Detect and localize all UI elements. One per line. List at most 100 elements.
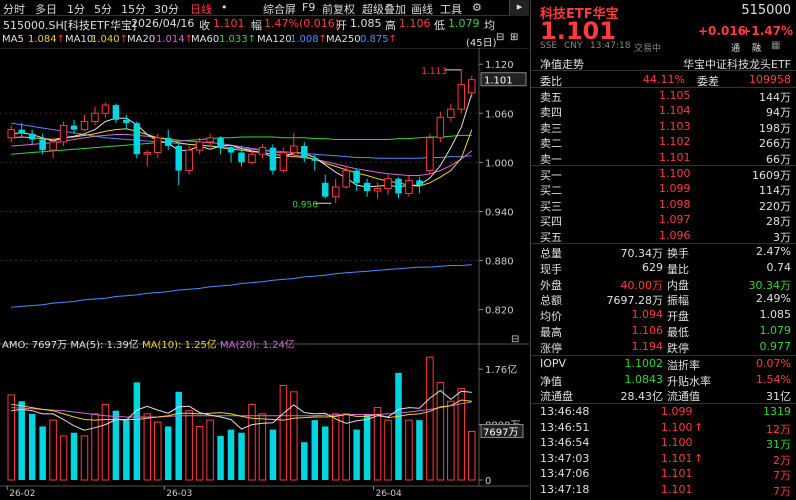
stat-value: 0.977 bbox=[759, 339, 792, 353]
panel-code: 515000 bbox=[741, 3, 791, 18]
stats-row: 现手 629 量比 0.74 bbox=[531, 260, 796, 276]
volume-window-icon[interactable]: ⊟ bbox=[511, 334, 520, 345]
tab-30min[interactable]: 30分 bbox=[154, 3, 179, 16]
candle-body-up bbox=[405, 179, 413, 194]
ma60-value: 1.033↑ bbox=[219, 34, 256, 45]
nav-label: 溢折率 bbox=[667, 359, 700, 372]
stat-label: 量比 bbox=[667, 262, 689, 276]
price-tick-label: 0.880 bbox=[485, 257, 514, 268]
ma5-line bbox=[11, 93, 473, 188]
candle-body-down bbox=[416, 180, 423, 186]
kline-chart-area[interactable]: 1.113 0.956 1.120 1.101 1.060 1.000 0.940 0.8… bbox=[0, 47, 529, 500]
gear-icon[interactable]: ⚙ bbox=[472, 1, 482, 14]
ma250-number: 0.875 bbox=[360, 34, 389, 45]
candle-body-down bbox=[301, 146, 308, 159]
kline-chart-svg[interactable]: 1.113 0.956 1.120 1.101 1.060 1.000 0.940 0.8… bbox=[0, 47, 529, 500]
candle-body-up bbox=[447, 108, 455, 118]
candle-body-down bbox=[39, 139, 46, 151]
period-toolbar: 分时 多日 1分 5分 15分 30分 日线 • 综合屏 F9 前复权 超级叠加… bbox=[0, 0, 529, 16]
candle-body-down bbox=[123, 119, 130, 124]
f9-button[interactable]: F9 bbox=[302, 1, 316, 14]
nav-label: 升贴水率 bbox=[667, 374, 711, 388]
more-periods-dot[interactable]: • bbox=[221, 1, 228, 14]
candle-body-up bbox=[80, 120, 89, 131]
tick-row: 13:46:51 1.100 ↑ 12万 bbox=[531, 420, 796, 436]
bid-label: 买五 bbox=[540, 230, 562, 244]
volume-bar-up bbox=[59, 435, 68, 481]
bid-volume: 1609万 bbox=[752, 169, 791, 182]
ask-row: 卖五 1.105 144万 bbox=[531, 88, 796, 104]
current-volume-box bbox=[480, 423, 524, 438]
security-name: 515000.SH[科技ETF华宝] bbox=[3, 19, 137, 32]
composite-screen-button[interactable]: 综合屏 bbox=[263, 3, 296, 16]
bid-price: 1.098 bbox=[659, 197, 691, 211]
candle-body-up bbox=[101, 104, 110, 114]
ask-volume: 94万 bbox=[766, 106, 791, 120]
tick-time: 13:47:06 bbox=[540, 467, 590, 481]
volume-bar-up bbox=[457, 388, 466, 481]
ma250-line bbox=[11, 264, 472, 308]
tick-time: 13:46:48 bbox=[540, 405, 590, 418]
nav-trend-row[interactable]: 净值走势 华宝中证科技龙头ETF bbox=[531, 55, 796, 71]
super-overlay-button[interactable]: 超级叠加 bbox=[362, 3, 406, 16]
volume-bar-down bbox=[238, 432, 245, 480]
divider bbox=[531, 70, 796, 71]
volume-tick-label: 0 bbox=[485, 476, 491, 487]
tools-button[interactable]: 工具 bbox=[440, 3, 462, 16]
tab-intraday[interactable]: 分时 bbox=[3, 3, 25, 16]
avg-label: 均 bbox=[484, 19, 495, 32]
candle-body-up bbox=[248, 153, 256, 163]
nav-trend-label[interactable]: 净值走势 bbox=[540, 58, 584, 71]
amo-label: AMO: 7697万 bbox=[2, 340, 68, 351]
candle-body-down bbox=[164, 137, 172, 146]
collapse-right-icon[interactable]: ▸ bbox=[509, 0, 529, 16]
volume-window-controls[interactable]: ⊟ bbox=[511, 334, 519, 345]
vol-ma10-label: MA(10): 1.25亿 bbox=[142, 340, 217, 351]
nav-value: 1.54% bbox=[756, 372, 791, 386]
candle-body-up bbox=[279, 152, 288, 172]
volume-bar-up bbox=[185, 410, 193, 481]
volume-bar-up bbox=[49, 419, 57, 481]
volume-bar-down bbox=[39, 426, 46, 480]
draw-line-button[interactable]: 画线 bbox=[411, 3, 433, 16]
ask-price: 1.105 bbox=[659, 89, 691, 102]
minus-icon[interactable]: ⊟ bbox=[496, 32, 505, 43]
tick-price: 1.101 bbox=[661, 451, 693, 465]
candle-body-down bbox=[395, 178, 402, 194]
stat-label: 跌停 bbox=[667, 341, 689, 355]
grid-icon[interactable]: ▦ bbox=[771, 40, 781, 51]
bid-price: 1.100 bbox=[659, 167, 691, 180]
volume-bar-up bbox=[206, 419, 214, 481]
tab-daily[interactable]: 日线 bbox=[190, 3, 212, 16]
tab-multi-day[interactable]: 多日 bbox=[35, 3, 57, 16]
ma10-number: 1.040 bbox=[91, 34, 120, 45]
ma10-label: MA10 bbox=[65, 34, 94, 45]
tick-price: 1.099 bbox=[661, 405, 693, 418]
forward-adjust-button[interactable]: 前复权 bbox=[322, 3, 355, 16]
currency-label: CNY bbox=[564, 41, 583, 51]
low-label: 低 bbox=[434, 19, 445, 32]
stat-value: 30.34万 bbox=[748, 278, 792, 292]
volume-bar-down bbox=[395, 372, 402, 480]
low-annotation: 0.956 bbox=[292, 200, 318, 210]
stat-label: 涨停 bbox=[540, 341, 562, 355]
volume-bar-up bbox=[143, 413, 152, 481]
tick-row: 13:47:06 1.101 7万 bbox=[531, 466, 796, 482]
up-arrow-icon: ↑ bbox=[247, 34, 257, 45]
volume-bar-up bbox=[248, 403, 256, 481]
tab-1min[interactable]: 1分 bbox=[67, 3, 85, 16]
up-arrow-icon: ↑ bbox=[694, 451, 704, 465]
candle-body-down bbox=[353, 170, 360, 183]
candle-body-up bbox=[290, 145, 298, 154]
tab-15min[interactable]: 15分 bbox=[121, 3, 146, 16]
ask-label: 卖四 bbox=[540, 106, 562, 120]
tab-5min[interactable]: 5分 bbox=[94, 3, 112, 16]
days-selector[interactable]: (45日) bbox=[466, 38, 497, 49]
tick-time: 13:46:54 bbox=[540, 436, 590, 450]
divider bbox=[531, 165, 796, 166]
bid-row: 买四 1.097 28万 bbox=[531, 212, 796, 228]
candle-body-down bbox=[28, 133, 36, 140]
plus-icon[interactable]: ⊞ bbox=[510, 32, 519, 43]
vol_ma20-line bbox=[11, 401, 472, 418]
ma120-number: 1.008 bbox=[290, 34, 319, 45]
